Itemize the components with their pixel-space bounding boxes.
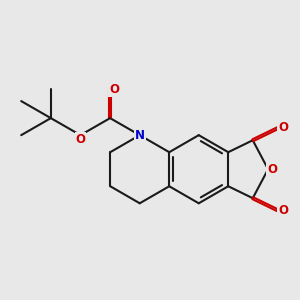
Text: O: O bbox=[267, 163, 277, 176]
Text: O: O bbox=[109, 83, 119, 96]
Text: N: N bbox=[135, 129, 145, 142]
Text: O: O bbox=[278, 121, 288, 134]
Text: O: O bbox=[76, 133, 85, 146]
Text: O: O bbox=[278, 204, 288, 217]
